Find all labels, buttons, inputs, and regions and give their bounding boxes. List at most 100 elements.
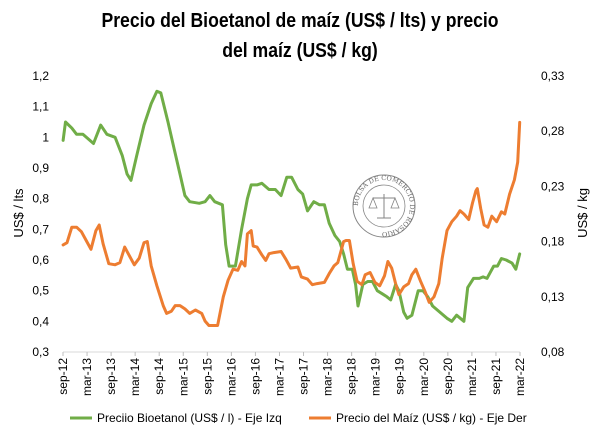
bioetanol-point bbox=[173, 148, 176, 151]
maiz-point bbox=[513, 179, 516, 181]
bioetanol-point bbox=[386, 296, 388, 298]
maiz-point bbox=[471, 202, 474, 204]
maiz-point bbox=[133, 264, 136, 266]
legend: Preciio Bioetanol (US$ / l) - Eje Izq Pr… bbox=[70, 411, 527, 425]
bioetanol-point bbox=[246, 197, 249, 200]
bioetanol-point bbox=[381, 292, 383, 295]
bioetanol-point bbox=[256, 184, 258, 186]
maiz-point bbox=[441, 257, 444, 260]
x-tick-label: mar-14 bbox=[128, 358, 142, 396]
bioetanol-point bbox=[184, 194, 186, 197]
maiz-point bbox=[114, 264, 116, 266]
bioetanol-point bbox=[496, 265, 499, 267]
maiz-point bbox=[174, 304, 176, 307]
x-tick-label: sep-19 bbox=[393, 358, 407, 395]
bioetanol-point bbox=[250, 184, 252, 186]
bioetanol-point bbox=[492, 265, 495, 267]
x-axis: sep-12 mar-13 sep-13 mar-14 sep-14 mar-15 sep-… bbox=[56, 352, 527, 396]
bioetanol-point bbox=[402, 311, 405, 313]
maiz-point bbox=[108, 262, 110, 265]
bioetanol-point bbox=[489, 271, 492, 274]
bioetanol-point bbox=[466, 286, 469, 289]
maiz-point bbox=[90, 248, 92, 251]
bioetanol-point bbox=[313, 200, 315, 203]
bioetanol-point bbox=[280, 194, 282, 197]
legend-label-bioetanol: Preciio Bioetanol (US$ / l) - Eje Izq bbox=[97, 411, 282, 425]
bioetanol-point bbox=[204, 200, 206, 203]
y-right-tick-label: 0,18 bbox=[541, 235, 565, 249]
maiz-point bbox=[398, 293, 400, 296]
maiz-point bbox=[394, 282, 397, 285]
y-right-tick-label: 0,33 bbox=[541, 69, 565, 83]
bioetanol-point bbox=[64, 121, 67, 123]
bioetanol-point bbox=[143, 124, 145, 126]
y-left-tick-label: 1,2 bbox=[32, 69, 49, 83]
maiz-point bbox=[475, 190, 477, 192]
bioetanol-point bbox=[167, 121, 169, 123]
bioetanol-point bbox=[62, 139, 64, 142]
bioetanol-point bbox=[505, 259, 508, 261]
maiz-point bbox=[188, 312, 191, 315]
y-left-tick-label: 0,5 bbox=[32, 284, 49, 298]
maiz-point bbox=[128, 255, 131, 257]
bioetanol-point bbox=[371, 280, 374, 283]
maiz-point bbox=[216, 324, 219, 327]
maiz-point bbox=[323, 281, 326, 284]
chart-title-line-2: del maíz (US$ / kg) bbox=[222, 40, 378, 62]
maiz-point bbox=[184, 308, 186, 310]
maiz-point bbox=[407, 282, 410, 285]
maiz-point bbox=[479, 207, 482, 210]
maiz-point bbox=[261, 254, 263, 256]
maiz-point bbox=[273, 251, 275, 254]
maiz-point bbox=[467, 218, 470, 221]
bioetanol-point bbox=[114, 136, 116, 139]
maiz-point bbox=[383, 275, 386, 277]
y-left-tick-label: 0,7 bbox=[32, 222, 49, 236]
maiz-point bbox=[374, 281, 376, 284]
bioetanol-point bbox=[268, 188, 270, 191]
maiz-point bbox=[487, 226, 489, 228]
maiz-point bbox=[337, 261, 339, 264]
bioetanol-point bbox=[342, 253, 345, 255]
seal-watermark: BOLSA DE COMERCIO DE ROSARIO bbox=[352, 174, 416, 238]
maiz-point bbox=[348, 239, 351, 242]
maiz-point bbox=[246, 233, 249, 235]
bioetanol-point bbox=[323, 204, 326, 206]
y-right-tick-label: 0,28 bbox=[541, 124, 565, 138]
maiz-point bbox=[66, 241, 68, 244]
maiz-point bbox=[455, 215, 458, 217]
maiz-point bbox=[306, 278, 309, 280]
y-axis-right: 0,08 0,13 0,18 0,23 0,28 0,33 bbox=[541, 69, 565, 359]
x-tick-label: sep-14 bbox=[152, 358, 166, 395]
maiz-point bbox=[222, 296, 225, 298]
bioetanol-point bbox=[209, 194, 211, 197]
bioetanol-point bbox=[234, 265, 237, 267]
maiz-point bbox=[150, 265, 152, 267]
bioetanol-point bbox=[357, 305, 359, 307]
maiz-point bbox=[356, 280, 358, 283]
bioetanol-point bbox=[439, 311, 441, 313]
bioetanol-point bbox=[160, 92, 162, 94]
bioetanol-point bbox=[351, 268, 354, 271]
x-tick-label: mar-13 bbox=[80, 358, 94, 396]
maiz-point bbox=[170, 310, 173, 313]
y-left-tick-label: 0,6 bbox=[32, 253, 49, 267]
bioetanol-point bbox=[130, 179, 132, 182]
bioetanol-point bbox=[306, 210, 309, 212]
maiz-point bbox=[256, 246, 258, 248]
maiz-point bbox=[500, 211, 503, 213]
y-axis-left: 0,3 0,4 0,5 0,6 0,7 0,8 0,9 1 1,1 1,2 bbox=[32, 69, 49, 359]
bioetanol-point bbox=[75, 133, 78, 136]
bioetanol-point bbox=[297, 188, 299, 191]
x-tick-label: mar-20 bbox=[417, 358, 431, 396]
maiz-point bbox=[345, 239, 347, 242]
maiz-point bbox=[252, 245, 254, 247]
maiz-point bbox=[424, 291, 427, 294]
maiz-point bbox=[297, 266, 299, 268]
maiz-point bbox=[95, 229, 97, 232]
bioetanol-point bbox=[261, 182, 263, 185]
maiz-point bbox=[194, 309, 197, 311]
maiz-point bbox=[268, 252, 270, 255]
y-right-tick-label: 0,08 bbox=[541, 345, 565, 359]
bioetanol-point bbox=[411, 314, 413, 317]
